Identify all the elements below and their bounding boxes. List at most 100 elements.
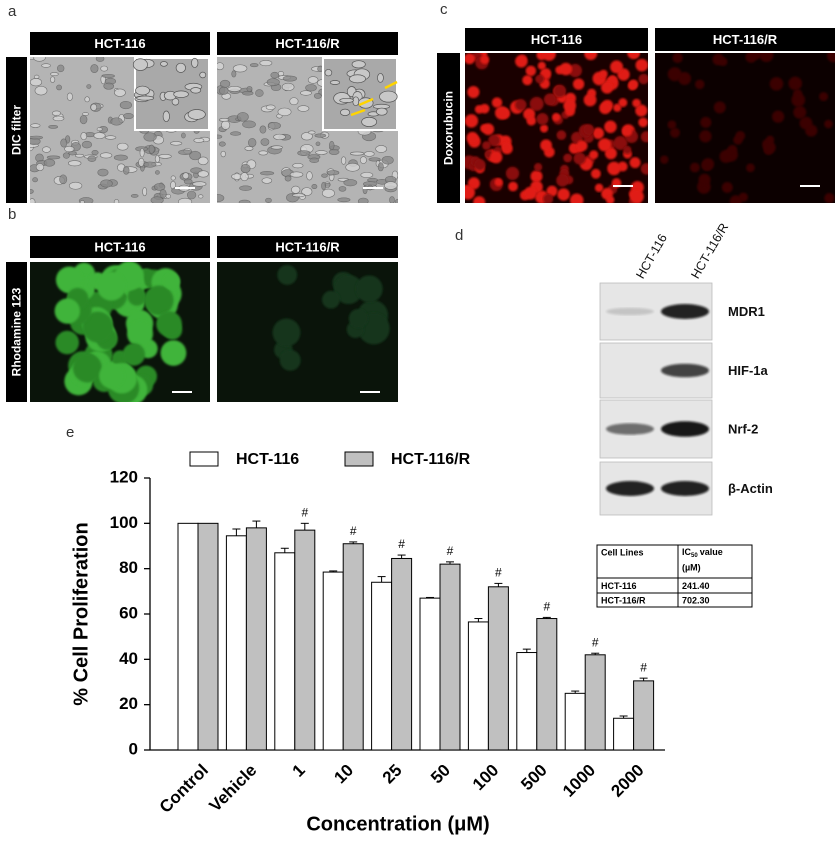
protein-label: MDR1 bbox=[728, 304, 765, 319]
side-label: DIC filter bbox=[10, 105, 24, 155]
cell bbox=[824, 119, 833, 129]
cell bbox=[99, 152, 113, 159]
x-tick-label: 50 bbox=[427, 761, 454, 788]
cell bbox=[91, 150, 99, 156]
cell bbox=[297, 150, 311, 156]
x-tick-label: 1 bbox=[289, 761, 309, 781]
error-bar bbox=[542, 616, 551, 619]
cell bbox=[90, 103, 98, 112]
cell bbox=[557, 188, 570, 201]
bar bbox=[613, 717, 635, 751]
cell bbox=[86, 84, 92, 89]
header-label: HCT-116/R bbox=[275, 36, 340, 51]
cell bbox=[340, 108, 351, 117]
cell bbox=[247, 138, 257, 148]
cell bbox=[119, 101, 132, 110]
cell bbox=[155, 170, 160, 175]
error-bar bbox=[349, 541, 358, 544]
panel-label: b bbox=[8, 206, 16, 223]
cell bbox=[467, 85, 480, 99]
cell bbox=[350, 151, 365, 156]
legend-label: HCT-116/R bbox=[391, 451, 471, 468]
cell bbox=[473, 196, 486, 203]
cell bbox=[349, 74, 366, 84]
cell bbox=[465, 53, 476, 65]
cell bbox=[672, 53, 683, 64]
cell bbox=[702, 158, 715, 171]
cell bbox=[52, 115, 65, 122]
x-tick-label: 2000 bbox=[607, 761, 647, 801]
cell bbox=[66, 92, 73, 101]
cell bbox=[162, 110, 170, 123]
cell bbox=[667, 120, 677, 130]
y-tick-label: 40 bbox=[119, 649, 138, 668]
cell bbox=[759, 53, 774, 63]
cell bbox=[122, 166, 130, 175]
cell bbox=[769, 77, 784, 91]
cell bbox=[43, 158, 56, 167]
cell bbox=[301, 187, 313, 196]
cell bbox=[175, 62, 186, 73]
cell bbox=[600, 81, 614, 94]
cell bbox=[177, 197, 193, 203]
cell bbox=[308, 130, 316, 135]
cell bbox=[50, 76, 56, 83]
cell bbox=[381, 155, 394, 165]
arrow bbox=[384, 80, 398, 90]
cell bbox=[132, 58, 148, 71]
cell bbox=[170, 141, 183, 146]
panel-label: a bbox=[8, 3, 17, 20]
bar bbox=[467, 621, 489, 751]
cell bbox=[291, 185, 301, 194]
cell bbox=[363, 151, 375, 157]
cell bbox=[110, 117, 123, 126]
lane-label: HCT-116 bbox=[633, 232, 670, 282]
x-tick-label: Vehicle bbox=[206, 761, 261, 816]
cell bbox=[279, 349, 301, 371]
cell bbox=[163, 273, 180, 290]
cell bbox=[474, 159, 486, 171]
cell bbox=[351, 60, 366, 69]
band bbox=[661, 304, 709, 319]
header-bar bbox=[655, 28, 835, 51]
cell bbox=[394, 198, 398, 203]
header-bar bbox=[465, 28, 648, 51]
cell bbox=[160, 61, 168, 67]
cell bbox=[313, 92, 322, 99]
cell bbox=[68, 181, 83, 190]
cell bbox=[277, 107, 292, 117]
header-part: value bbox=[700, 547, 723, 557]
cell bbox=[231, 70, 237, 78]
cell bbox=[713, 101, 726, 114]
cell bbox=[30, 78, 43, 87]
cell bbox=[130, 193, 139, 198]
fluor-image bbox=[465, 53, 648, 203]
cell bbox=[148, 144, 155, 154]
cell bbox=[514, 99, 527, 111]
cell bbox=[87, 155, 97, 162]
cell bbox=[84, 96, 90, 103]
cell bbox=[270, 145, 283, 150]
cell bbox=[30, 198, 36, 203]
cell bbox=[552, 113, 561, 122]
cell bbox=[55, 330, 79, 355]
cell bbox=[170, 175, 176, 181]
cell bbox=[465, 114, 479, 128]
cell bbox=[34, 85, 48, 96]
cell bbox=[159, 189, 167, 199]
cell bbox=[315, 150, 328, 155]
cell bbox=[719, 150, 733, 163]
bar bbox=[342, 543, 364, 751]
cell bbox=[635, 58, 648, 72]
cell bbox=[142, 187, 148, 197]
error-bar bbox=[474, 618, 483, 622]
cell bbox=[305, 84, 317, 92]
cell bbox=[345, 162, 360, 172]
cell bbox=[284, 175, 292, 182]
cell bbox=[733, 135, 743, 145]
cell bbox=[474, 105, 484, 114]
bar bbox=[225, 535, 247, 751]
cell bbox=[311, 184, 318, 190]
legend-swatch bbox=[344, 451, 374, 467]
